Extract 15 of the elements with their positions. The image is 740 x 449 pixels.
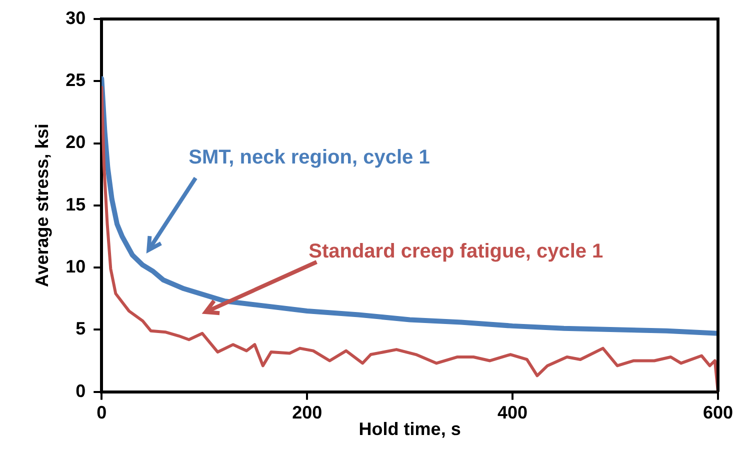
- y-tick-label: 20: [66, 132, 86, 152]
- y-tick-label: 15: [66, 194, 86, 214]
- x-tick-label: 600: [702, 402, 734, 423]
- y-tick-label: 25: [66, 70, 86, 90]
- y-tick-label: 0: [76, 380, 86, 401]
- x-tick-label: 400: [498, 402, 528, 423]
- x-axis-title: Hold time, s: [358, 419, 461, 440]
- y-axis-title: Average stress, ksi: [32, 124, 52, 288]
- x-tick-label: 200: [292, 402, 322, 423]
- y-tick-label: 10: [66, 256, 86, 276]
- annotation: SMT, neck region, cycle 1: [188, 146, 430, 169]
- y-tick-label: 5: [76, 318, 86, 339]
- x-tick-label: 0: [96, 402, 107, 423]
- annotation: Standard creep fatigue, cycle 1: [308, 240, 604, 263]
- y-tick-label: 30: [66, 8, 86, 28]
